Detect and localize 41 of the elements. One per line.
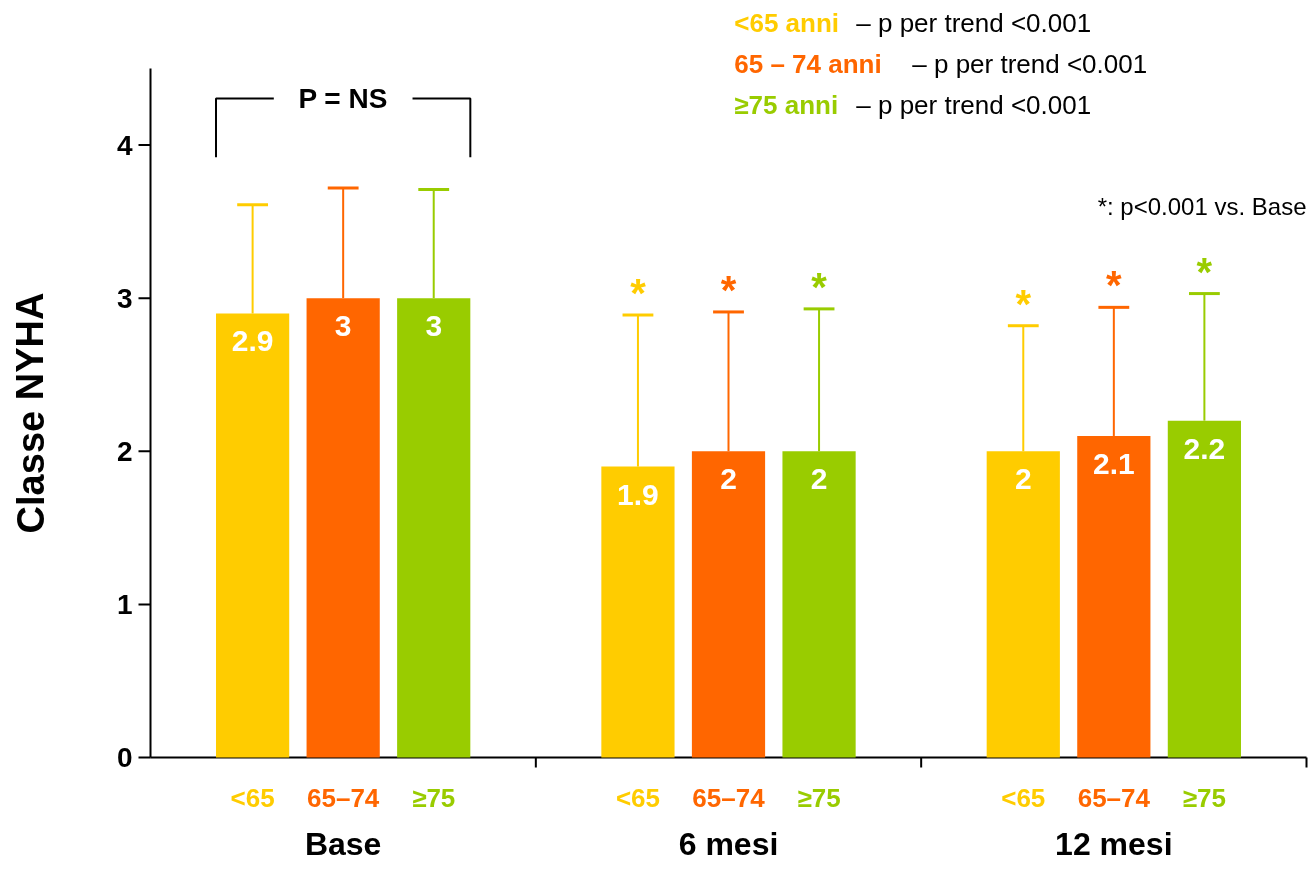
text: 65–74 bbox=[1077, 782, 1151, 813]
text: 65 – 74 anni bbox=[734, 48, 882, 79]
data-label: 2.9 bbox=[231, 324, 274, 358]
y-tick-label: 3 bbox=[116, 282, 133, 314]
annotation: *: p<0.001 vs. Base bbox=[1097, 192, 1307, 220]
x-tick-label: 12 mesi bbox=[1055, 825, 1173, 862]
annotation: * bbox=[630, 271, 647, 316]
text: <65 bbox=[1001, 782, 1046, 813]
text: <65 bbox=[615, 782, 660, 813]
text: <65 anni bbox=[734, 7, 840, 38]
data-label: 3 bbox=[425, 309, 443, 343]
text: 65–74 bbox=[692, 782, 766, 813]
annotation: – p per trend <0.001 bbox=[912, 48, 1148, 79]
text: ≥75 bbox=[412, 782, 456, 813]
y-tick-label: 2 bbox=[116, 435, 133, 467]
data-label: 2.1 bbox=[1092, 446, 1135, 480]
y-tick-label: 4 bbox=[116, 129, 133, 161]
annotation: – p per trend <0.001 bbox=[856, 89, 1092, 120]
text: – p per trend <0.001 bbox=[856, 7, 1092, 38]
annotation: * bbox=[720, 267, 737, 312]
annotation: * bbox=[811, 264, 828, 309]
data-label: 2.2 bbox=[1183, 431, 1226, 465]
x-tick-label: 6 mesi bbox=[678, 825, 779, 862]
y-tick-label: 0 bbox=[116, 742, 133, 773]
data-label: 2 bbox=[720, 462, 737, 496]
data-label: 2 bbox=[1014, 462, 1032, 496]
data-label: 3 bbox=[334, 309, 352, 343]
annotation: * bbox=[1106, 263, 1123, 308]
text: ≥75 anni bbox=[734, 89, 839, 120]
annotation: P = NS bbox=[298, 83, 388, 114]
data-label: 1.9 bbox=[617, 477, 659, 511]
annotation: * bbox=[1196, 249, 1213, 294]
text: ≥75 bbox=[797, 782, 841, 813]
text: ≥75 bbox=[1182, 782, 1226, 813]
text: 65–74 bbox=[307, 782, 380, 813]
y-axis-title: Classe NYHA bbox=[9, 292, 52, 534]
y-tick-label: 1 bbox=[116, 588, 133, 620]
annotation: * bbox=[1015, 281, 1032, 326]
text: <65 bbox=[230, 782, 275, 813]
x-tick-label: Base bbox=[304, 825, 382, 862]
data-label: 2 bbox=[810, 462, 828, 496]
